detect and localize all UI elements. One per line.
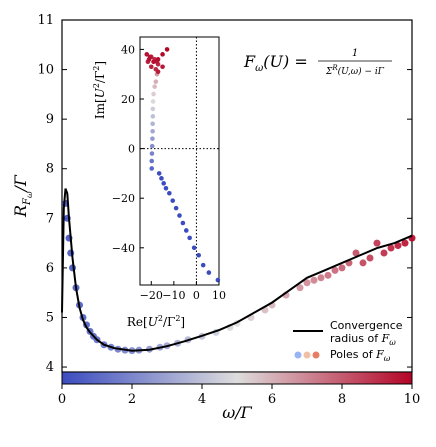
inset-y-tick-label: 0 [128, 143, 135, 156]
inset-x-ticks: −20 −10 0 10 [140, 281, 226, 302]
svg-text:Fω(U) =: Fω(U) = [243, 52, 308, 74]
main-x-label: ω/Γ [222, 403, 252, 422]
inset-point [149, 143, 155, 149]
pole-point [317, 274, 325, 282]
pole-point [359, 259, 367, 267]
svg-text:1: 1 [352, 48, 358, 59]
inset-x-tick-label: 10 [212, 289, 226, 302]
main-x-tick-label: 2 [128, 392, 136, 407]
inset-point [177, 213, 182, 218]
legend-pole-swatch-3 [312, 351, 320, 359]
inset-point [155, 69, 161, 75]
main-y-tick-label: 10 [37, 63, 54, 78]
inset-point [206, 270, 212, 275]
pole-point [387, 244, 395, 252]
inset-x-tick-label: −10 [162, 289, 185, 302]
inset-x-tick-label: −20 [140, 289, 163, 302]
inset-point [150, 128, 155, 134]
inset-point [156, 171, 162, 176]
main-x-tick-label: 0 [58, 392, 66, 407]
inset-y-tick-label: −40 [112, 242, 135, 255]
inset-y-tick-label: 40 [121, 43, 135, 56]
inset-point [144, 52, 150, 57]
inset-point [149, 158, 155, 164]
inset-point [150, 136, 155, 141]
pole-point [324, 271, 332, 279]
legend-line-label-2: radius of Fω [330, 332, 396, 347]
main-x-tick-label: 8 [338, 392, 346, 407]
pole-point [338, 264, 346, 272]
convergence-radius-line [61, 188, 413, 352]
main-x-ticks: 0 2 4 6 8 10 [58, 384, 420, 407]
inset-point [151, 59, 156, 65]
pole-point [303, 279, 311, 287]
legend-pole-swatch-2 [303, 351, 311, 359]
inset-point [150, 114, 156, 119]
main-x-tick-label: 4 [198, 392, 206, 407]
inset-x-label: Re[U2/Γ2] [127, 314, 185, 329]
inset-point [152, 84, 157, 89]
inset-y-label: Im[U2/Γ2] [92, 61, 107, 119]
inset-point [167, 190, 172, 196]
inset-point [191, 245, 197, 251]
pole-point [380, 249, 388, 257]
inset-point [153, 79, 159, 84]
main-y-tick-label: 11 [37, 13, 54, 28]
main-y-tick-label: 7 [46, 211, 54, 226]
pole-point [366, 254, 374, 262]
inset-point [183, 228, 189, 233]
legend-pole-swatch-1 [294, 351, 302, 359]
inset-point [150, 121, 155, 127]
legend: Convergence radius of Fω Poles of Fω [293, 319, 403, 363]
inset-point [173, 205, 179, 211]
colorbar [61, 371, 413, 385]
inset-point [187, 235, 192, 241]
inset-point [200, 262, 206, 268]
inset-point [155, 57, 161, 62]
pole-point [310, 276, 318, 284]
main-y-tick-label: 8 [46, 162, 54, 177]
main-y-tick-label: 6 [46, 261, 54, 276]
pole-point [373, 239, 381, 247]
legend-line-label-1: Convergence [330, 319, 403, 332]
inset-point [148, 64, 154, 70]
inset-scatter [144, 47, 221, 283]
main-y-tick-label: 5 [46, 310, 54, 325]
inset-x-tick-label: 0 [193, 289, 200, 302]
inset-point [196, 252, 201, 258]
inset-point [149, 166, 155, 171]
inset-point [160, 64, 165, 70]
inset-point [149, 151, 155, 156]
inset-point [150, 99, 156, 104]
pole-point [331, 266, 339, 274]
legend-poles-label: Poles of Fω [330, 348, 391, 363]
formula: Fω(U) = 1 ΣR(U,ω) − iΓ [243, 48, 392, 77]
inset-point [164, 47, 170, 52]
main-y-label: RFω/Γ [11, 174, 34, 218]
main-x-tick-label: 6 [268, 392, 276, 407]
pole-point [401, 239, 409, 247]
inset-point [163, 185, 169, 191]
pole-point [296, 284, 304, 292]
inset-point [146, 57, 152, 62]
inset-y-ticks: 40 20 0 −20 −40 [112, 43, 144, 255]
pole-point [352, 249, 360, 257]
inset-point [161, 181, 166, 186]
inset-dotted-guides [140, 37, 219, 285]
pole-point [394, 242, 402, 250]
main-y-tick-label: 9 [46, 112, 54, 127]
inset-point [180, 220, 186, 226]
inset-point [159, 176, 164, 181]
inset-y-tick-label: −20 [112, 192, 135, 205]
svg-text:ΣR(U,ω) − iΓ: ΣR(U,ω) − iΓ [325, 64, 385, 77]
inset-point [170, 198, 176, 203]
inset-point [150, 106, 156, 112]
inset-point [151, 91, 156, 97]
main-y-tick-label: 4 [46, 360, 54, 375]
inset-y-tick-label: 20 [121, 93, 135, 106]
inset-point [160, 52, 165, 57]
main-x-tick-label: 10 [404, 392, 421, 407]
